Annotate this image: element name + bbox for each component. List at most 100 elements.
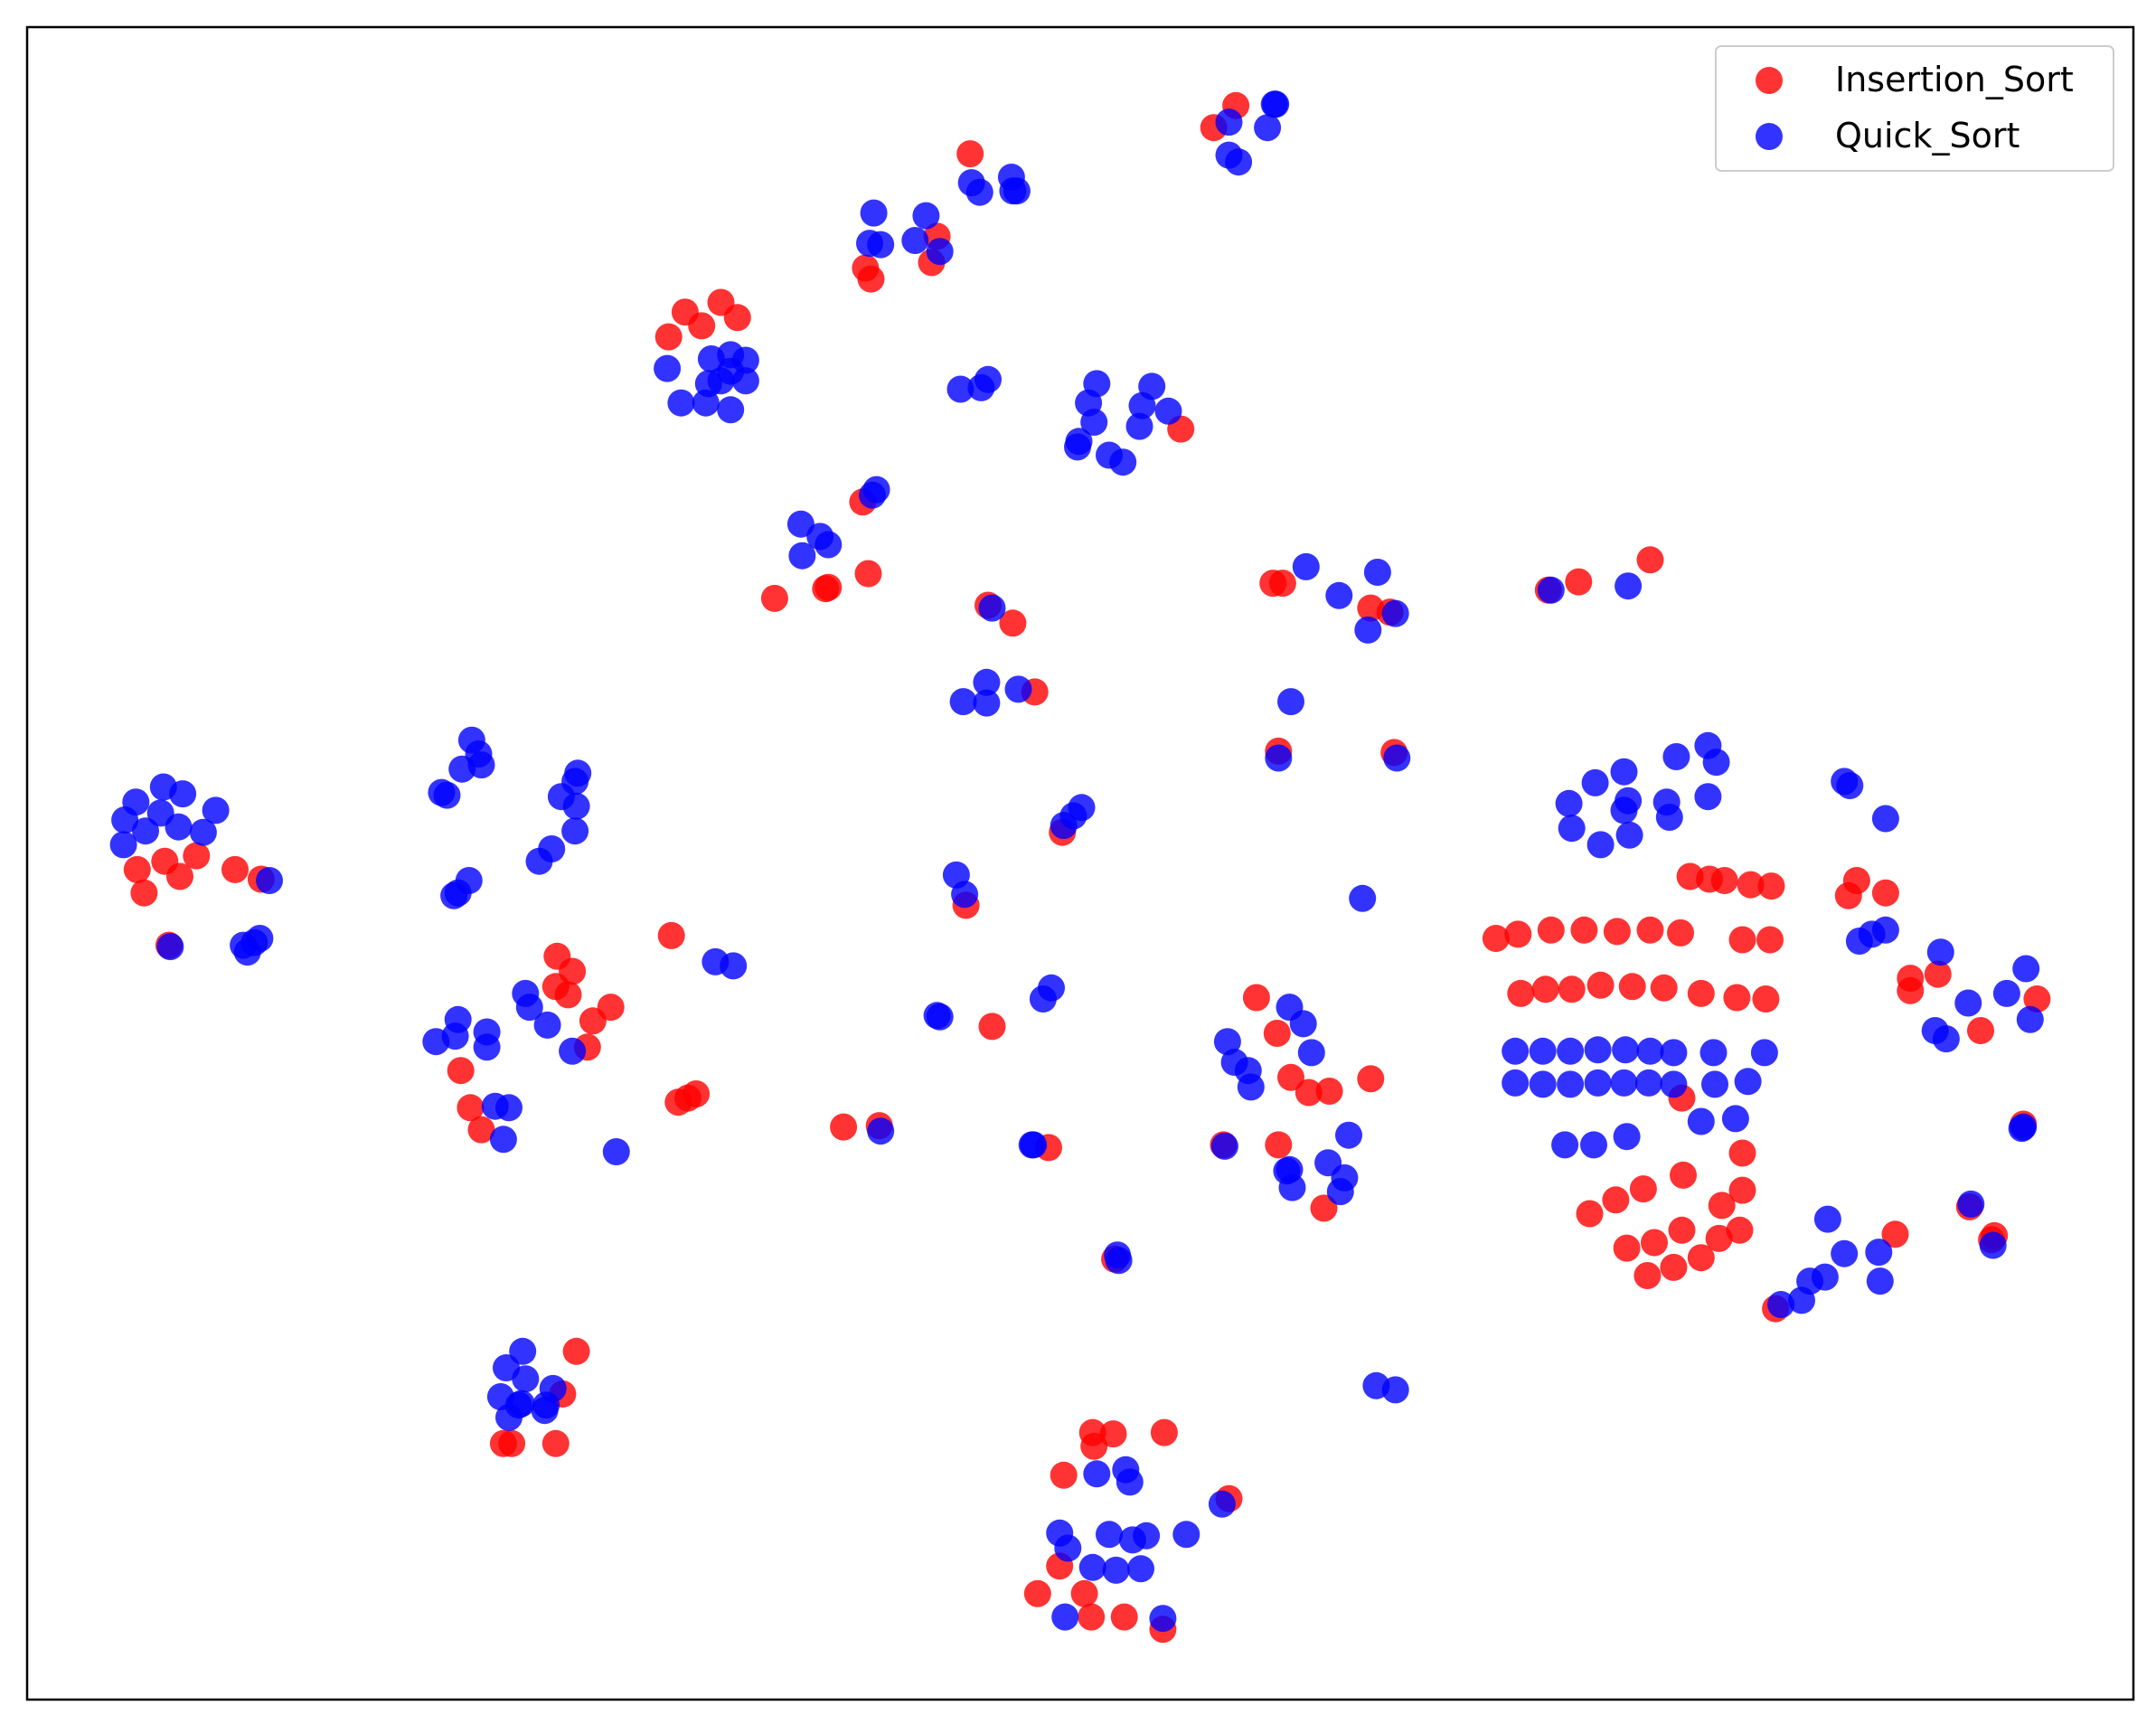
point-series-0-65 (1752, 985, 1780, 1013)
point-series-1-135 (489, 1126, 517, 1154)
point-series-1-190 (1831, 1239, 1859, 1267)
point-series-0-16 (814, 573, 843, 601)
point-series-1-171 (1636, 1037, 1664, 1065)
point-series-1-201 (867, 1117, 895, 1145)
point-series-1-218 (1172, 1521, 1200, 1549)
point-series-1-156 (1289, 1010, 1317, 1038)
point-series-0-81 (579, 1007, 607, 1035)
point-series-1-142 (2012, 955, 2040, 983)
point-series-1-17 (654, 354, 682, 382)
point-series-1-69 (132, 817, 159, 845)
point-series-1-37 (1154, 397, 1182, 425)
point-series-0-135 (1078, 1603, 1106, 1631)
point-series-1-194 (1788, 1286, 1815, 1314)
point-series-0-101 (1310, 1194, 1338, 1222)
point-series-0-84 (457, 1094, 485, 1122)
point-series-0-95 (1277, 1063, 1304, 1091)
point-series-0-124 (498, 1429, 526, 1457)
point-series-0-2 (956, 140, 984, 168)
point-series-1-43 (859, 481, 886, 509)
point-series-1-10 (1003, 177, 1031, 205)
point-series-1-188 (1551, 1131, 1579, 1159)
point-series-1-64 (169, 780, 197, 808)
point-series-0-96 (1295, 1079, 1323, 1107)
point-series-0-129 (1080, 1432, 1108, 1460)
point-series-1-94 (1831, 768, 1859, 796)
point-series-0-25 (1636, 546, 1664, 574)
point-series-1-224 (1078, 1553, 1106, 1581)
point-series-0-88 (683, 1080, 711, 1107)
point-series-1-81 (1662, 743, 1690, 770)
point-series-1-213 (507, 1390, 535, 1418)
point-series-0-67 (1897, 976, 1925, 1004)
legend-box (1715, 45, 2114, 172)
point-series-1-125 (515, 994, 543, 1022)
point-series-1-82 (1610, 758, 1638, 786)
point-series-1-126 (533, 1011, 561, 1039)
point-series-1-173 (1699, 1039, 1728, 1067)
point-series-1-3 (1254, 114, 1282, 142)
point-series-1-185 (1721, 1105, 1749, 1133)
point-series-0-43 (1737, 871, 1765, 899)
point-series-1-61 (1265, 744, 1293, 772)
point-series-1-47 (788, 542, 816, 570)
point-series-1-60 (1277, 688, 1304, 716)
point-series-0-56 (1756, 926, 1784, 954)
point-series-1-157 (1297, 1039, 1325, 1067)
point-series-0-127 (1099, 1420, 1127, 1448)
point-series-1-36 (1125, 412, 1153, 440)
point-series-0-55 (1728, 926, 1756, 954)
point-series-0-51 (1570, 916, 1598, 944)
point-series-1-181 (1660, 1070, 1688, 1098)
point-series-1-121 (1029, 985, 1057, 1013)
point-series-1-56 (973, 668, 1001, 696)
point-series-1-178 (1584, 1069, 1612, 1097)
point-series-1-195 (1811, 1263, 1839, 1291)
point-series-0-119 (1881, 1220, 1909, 1248)
point-series-1-116 (1050, 812, 1078, 840)
point-series-1-177 (1557, 1070, 1585, 1098)
point-series-1-206 (512, 1365, 540, 1393)
point-series-1-228 (1149, 1605, 1177, 1633)
point-series-1-172 (1660, 1039, 1688, 1067)
point-series-1-89 (1586, 831, 1615, 859)
point-series-1-223 (1054, 1534, 1082, 1562)
point-series-1-144 (1954, 989, 1982, 1017)
point-series-1-5 (1225, 148, 1253, 176)
point-series-1-84 (1581, 768, 1609, 796)
point-series-1-189 (1813, 1205, 1841, 1233)
point-series-0-104 (1728, 1176, 1756, 1204)
point-series-0-112 (1613, 1234, 1641, 1262)
point-series-1-136 (602, 1138, 630, 1165)
point-series-0-114 (1660, 1253, 1688, 1281)
point-series-1-198 (1020, 1131, 1048, 1159)
point-series-0-35 (130, 879, 158, 907)
legend-marker-series-0 (1756, 67, 1783, 94)
point-series-0-134 (1070, 1579, 1098, 1607)
point-series-0-89 (830, 1113, 858, 1141)
point-series-0-59 (1558, 975, 1586, 1003)
point-series-1-73 (256, 867, 283, 894)
plot-frame (25, 25, 2135, 1701)
point-series-1-108 (525, 847, 553, 875)
point-series-1-211 (531, 1397, 559, 1425)
point-series-1-164 (1210, 1132, 1238, 1160)
point-series-0-50 (1537, 916, 1565, 944)
point-series-1-90 (1615, 821, 1643, 849)
point-series-1-23 (731, 346, 759, 374)
point-series-1-68 (111, 806, 139, 834)
point-series-1-52 (1381, 599, 1409, 627)
point-series-1-105 (562, 792, 590, 820)
point-series-0-47 (1871, 879, 1899, 907)
point-series-0-68 (1924, 960, 1952, 988)
point-series-1-158 (1335, 1121, 1362, 1149)
point-series-1-123 (923, 1002, 951, 1030)
scatter-points (109, 90, 2051, 1644)
point-series-0-93 (1242, 984, 1270, 1012)
point-series-0-33 (183, 842, 211, 870)
point-series-0-57 (1507, 979, 1535, 1007)
point-series-1-196 (1767, 1291, 1795, 1318)
point-series-0-69 (1967, 1017, 1994, 1044)
point-series-1-74 (156, 933, 184, 961)
point-series-1-85 (1555, 789, 1583, 817)
